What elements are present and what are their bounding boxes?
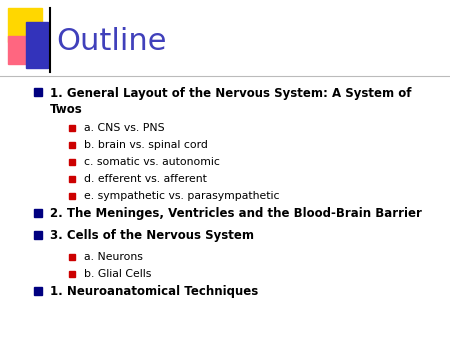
Bar	[8, 36, 36, 64]
Text: a. Neurons: a. Neurons	[84, 252, 143, 262]
Bar	[26, 22, 48, 68]
Text: Outline: Outline	[56, 27, 166, 56]
Text: b. Glial Cells: b. Glial Cells	[84, 269, 151, 279]
Text: 1. General Layout of the Nervous System: A System of: 1. General Layout of the Nervous System:…	[50, 87, 411, 100]
Text: b. brain vs. spinal cord: b. brain vs. spinal cord	[84, 140, 208, 150]
Text: Twos: Twos	[50, 103, 83, 116]
Text: 1. Neuroanatomical Techniques: 1. Neuroanatomical Techniques	[50, 285, 258, 297]
Text: e. sympathetic vs. parasympathetic: e. sympathetic vs. parasympathetic	[84, 191, 279, 201]
Text: a. CNS vs. PNS: a. CNS vs. PNS	[84, 123, 165, 133]
Text: 2. The Meninges, Ventricles and the Blood-Brain Barrier: 2. The Meninges, Ventricles and the Bloo…	[50, 207, 422, 219]
Bar	[8, 8, 42, 42]
Text: d. efferent vs. afferent: d. efferent vs. afferent	[84, 174, 207, 184]
Text: c. somatic vs. autonomic: c. somatic vs. autonomic	[84, 157, 220, 167]
Text: 3. Cells of the Nervous System: 3. Cells of the Nervous System	[50, 228, 254, 241]
